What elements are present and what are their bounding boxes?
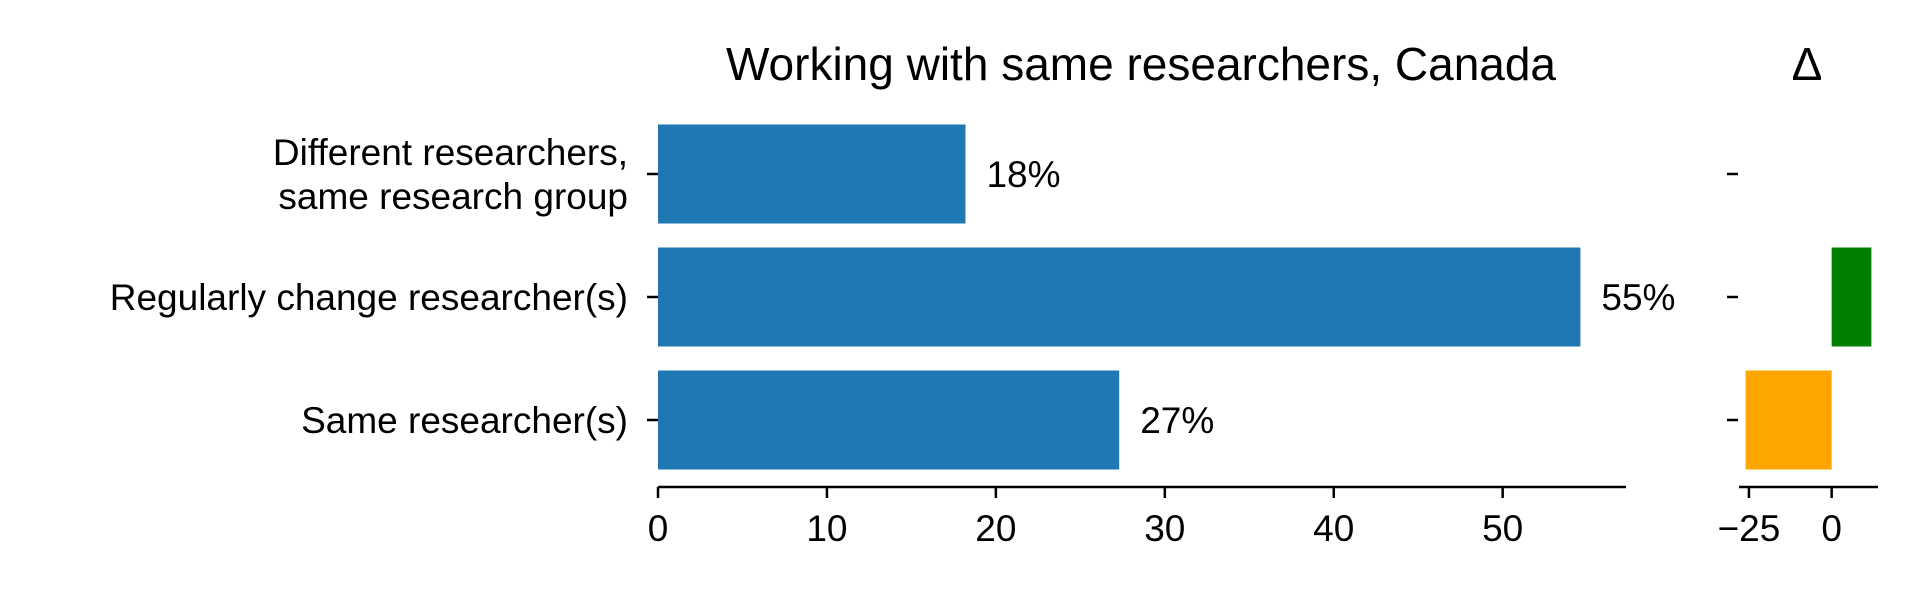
data-label-3: 27% (1140, 400, 1214, 441)
main-plot-area: 18% 55% 27% Different researchers,same rese… (110, 124, 1675, 549)
delta-bar-3 (1745, 370, 1832, 470)
bar-1 (658, 124, 966, 224)
data-label-1: 18% (986, 154, 1060, 195)
data-label-2: 55% (1601, 277, 1675, 318)
x-tick-label-50: 50 (1482, 508, 1523, 549)
delta-chart-title: Δ (1792, 38, 1823, 90)
delta-x-tick-label-0: 0 (1821, 508, 1842, 549)
category-label-2: Regularly change researcher(s) (110, 277, 628, 318)
category-label-3: Same researcher(s) (301, 400, 628, 441)
x-tick-label-0: 0 (648, 508, 669, 549)
delta-plot-area: −25 0 (1718, 172, 1878, 549)
delta-x-tick-label-neg25: −25 (1718, 508, 1781, 549)
delta-bar-2 (1831, 247, 1872, 347)
category-label-1-line-2: same research group (278, 176, 628, 217)
x-tick-label-20: 20 (975, 508, 1016, 549)
x-tick-label-10: 10 (806, 508, 847, 549)
x-tick-label-30: 30 (1144, 508, 1185, 549)
category-label-1-line-1: Different researchers, (273, 132, 628, 173)
bar-2 (658, 247, 1581, 347)
x-tick-label-40: 40 (1313, 508, 1354, 549)
main-chart-title: Working with same researchers, Canada (726, 38, 1556, 90)
bar-3 (658, 370, 1120, 470)
